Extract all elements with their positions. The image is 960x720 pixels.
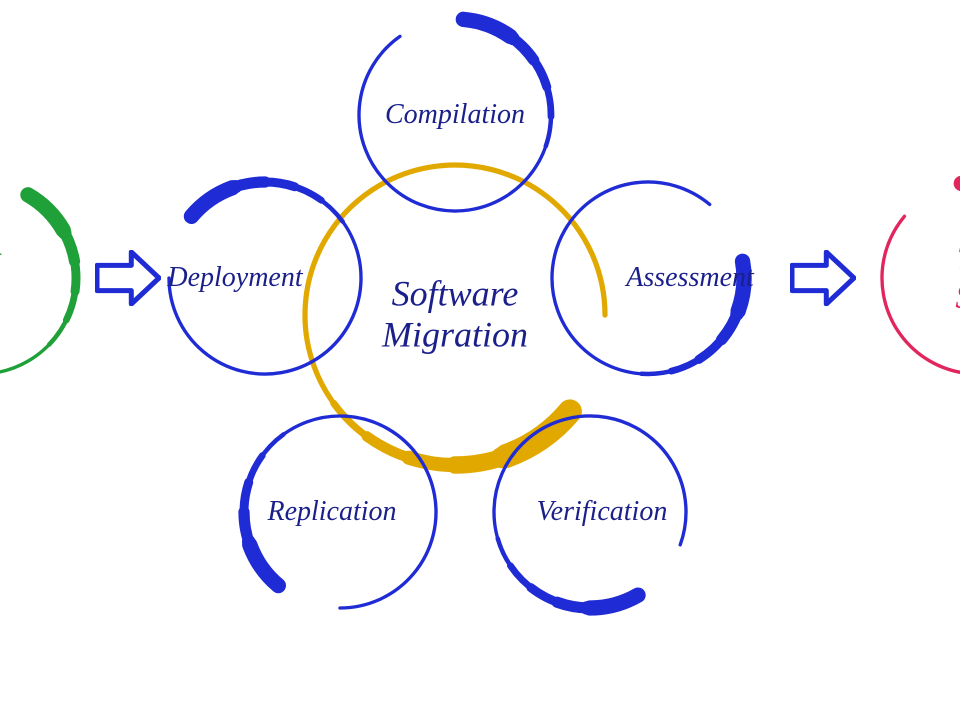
label-verification: Verification [537,496,668,528]
label-replication: Replication [267,496,396,528]
label-assessment: Assessment [626,262,754,294]
label-target-system: Tai Sys [955,239,960,317]
arrow-left-icon [95,250,161,306]
arrow-right-icon [790,250,856,306]
label-current-system: ent m [0,239,1,317]
center-label: Software Migration [382,274,528,357]
label-compilation: Compilation [385,99,525,131]
diagram-stage: Software Migration Compilation Assessmen… [0,0,960,720]
side-target-system [862,162,960,394]
label-deployment: Deployment [167,262,302,294]
side-current-system [0,162,96,394]
